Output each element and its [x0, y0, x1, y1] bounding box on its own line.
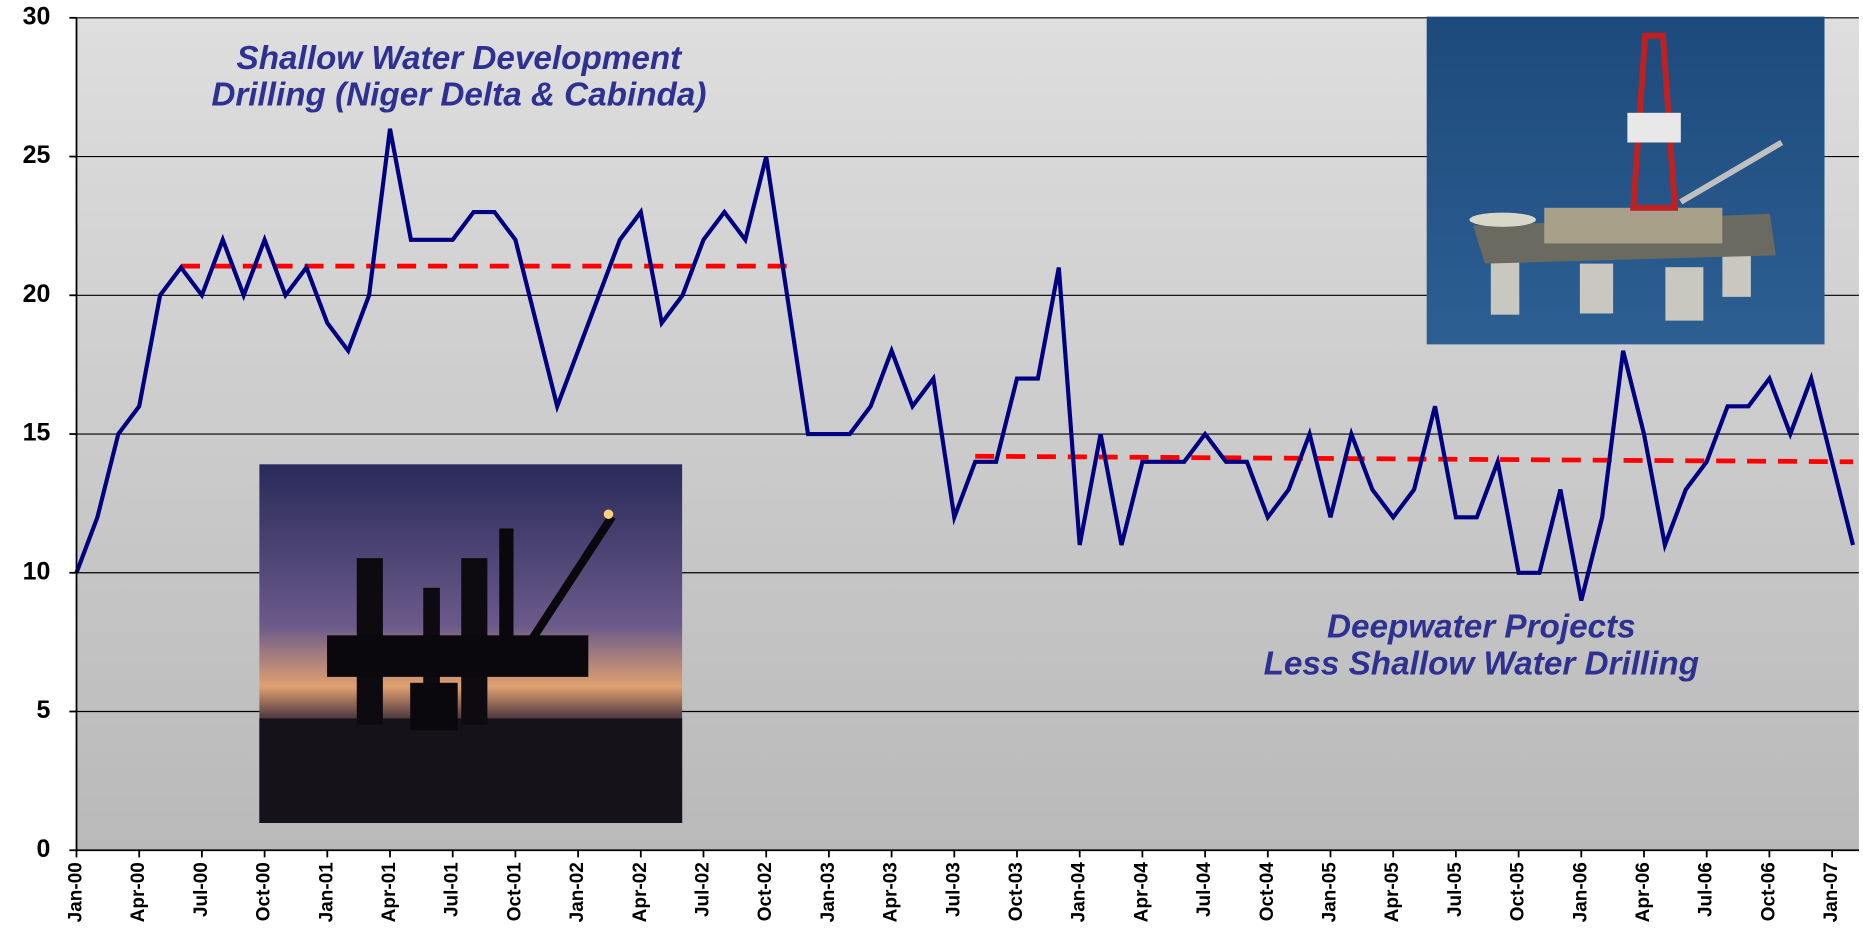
x-tick-label: Jan-04 [1069, 862, 1090, 923]
annotation: Shallow Water Development [237, 40, 684, 77]
y-tick-label: 15 [23, 419, 51, 447]
y-tick-label: 10 [23, 557, 51, 585]
x-tick-label: Oct-01 [504, 862, 525, 922]
x-tick-label: Jul-02 [693, 862, 714, 917]
photo-semisub [1427, 17, 1825, 345]
annotation: Deepwater Projects [1327, 609, 1636, 646]
x-tick-label: Jan-07 [1821, 862, 1842, 922]
x-tick-label: Apr-02 [630, 862, 651, 922]
x-tick-label: Oct-06 [1758, 862, 1779, 921]
annotation: Less Shallow Water Drilling [1264, 646, 1699, 683]
chart: 0 5 10 15 20 25 30 Jan-00 Apr-00 Jul-00 Oct-00 Jan-… [0, 0, 1863, 950]
y-tick-label: 30 [23, 2, 51, 30]
x-tick-label: Jul-03 [943, 862, 964, 917]
x-tick-label: Oct-00 [254, 862, 275, 921]
y-tick-label: 20 [23, 280, 51, 308]
x-tick-label: Jan-06 [1570, 862, 1591, 922]
x-tick-label: Oct-05 [1508, 862, 1529, 922]
x-tick-label: Jan-02 [567, 862, 588, 922]
x-tick-label: Oct-02 [755, 862, 776, 921]
x-tick-label: Apr-00 [128, 862, 149, 922]
x-tick-label: Apr-04 [1131, 862, 1152, 923]
x-tick-label: Jul-00 [191, 862, 212, 917]
x-tick-label: Apr-03 [881, 862, 902, 922]
y-tick-label: 25 [23, 141, 51, 169]
x-tick-label: Jan-01 [316, 862, 337, 923]
x-tick-label: Jul-06 [1696, 862, 1717, 917]
y-tick-label: 0 [37, 835, 51, 863]
x-tick-label: Jul-04 [1194, 862, 1215, 917]
x-tick-label: Jan-03 [818, 862, 839, 922]
y-tick-label: 5 [37, 696, 51, 724]
x-tick-label: Jul-05 [1445, 862, 1466, 917]
x-tick-label: Oct-04 [1257, 862, 1278, 922]
annotation: Drilling (Niger Delta & Cabinda) [211, 77, 706, 114]
x-tick-label: Apr-06 [1633, 862, 1654, 922]
x-tick-label: Apr-01 [379, 862, 400, 923]
photo-jackup [259, 464, 682, 823]
x-tick-label: Jan-05 [1320, 862, 1341, 923]
x-tick-label: Jul-01 [442, 862, 463, 917]
x-tick-label: Apr-05 [1382, 862, 1403, 923]
x-tick-label: Jan-00 [66, 862, 87, 922]
x-tick-label: Oct-03 [1006, 862, 1027, 921]
